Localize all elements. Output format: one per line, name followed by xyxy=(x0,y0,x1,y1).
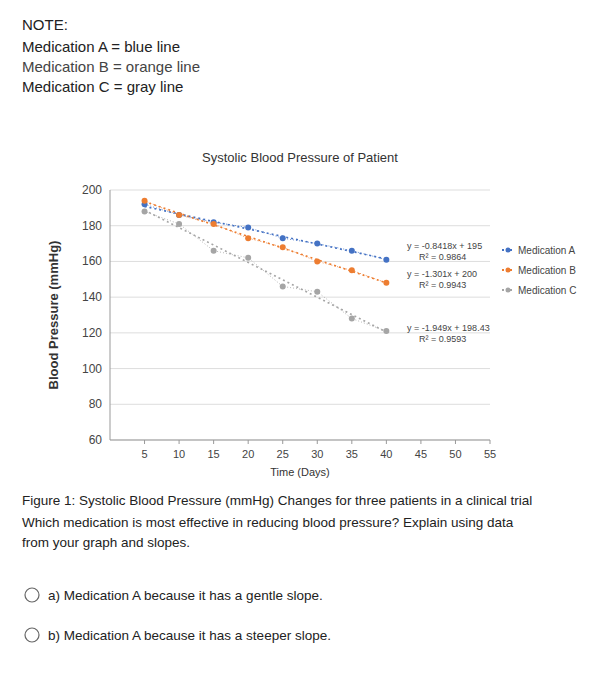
data-point xyxy=(176,212,182,218)
question-text: Which medication is most effective in re… xyxy=(22,515,514,530)
y-tick-label: 140 xyxy=(82,290,102,304)
x-tick xyxy=(351,440,352,444)
data-point xyxy=(383,257,389,263)
series-line xyxy=(145,211,387,331)
y-tick-label: 100 xyxy=(82,362,102,376)
data-point xyxy=(142,208,148,214)
data-point xyxy=(245,225,251,231)
chart-title: Systolic Blood Pressure of Patient xyxy=(202,150,398,165)
data-point xyxy=(314,241,320,247)
x-axis-label: Time (Days) xyxy=(270,466,329,478)
x-tick xyxy=(248,440,249,444)
trendline-r2: R² = 0.9943 xyxy=(419,280,466,290)
x-tick-label: 45 xyxy=(415,448,427,460)
x-tick xyxy=(490,440,491,444)
note-line: Medication C = gray line xyxy=(22,78,183,95)
x-tick xyxy=(386,440,387,444)
data-point xyxy=(176,221,182,227)
data-point xyxy=(349,248,355,254)
y-tick-label: 160 xyxy=(82,254,102,268)
y-tick-label: 120 xyxy=(82,326,102,340)
data-point xyxy=(245,255,251,261)
x-tick xyxy=(317,440,318,444)
page: NOTE: Medication A = blue line Medication … xyxy=(0,0,592,700)
note-line: Medication A = blue line xyxy=(22,38,180,55)
legend-label: Medication B xyxy=(518,265,576,276)
x-tick-label: 5 xyxy=(141,448,147,460)
y-tick-label: 60 xyxy=(89,433,103,447)
data-point xyxy=(142,198,148,204)
grid-line xyxy=(110,404,490,405)
trendline-equation: y = -0.8418x + 195 xyxy=(407,241,482,251)
x-tick-label: 20 xyxy=(242,448,254,460)
y-tick-label: 200 xyxy=(82,183,102,197)
x-tick xyxy=(282,440,283,444)
legend-label: Medication A xyxy=(518,245,576,256)
x-tick xyxy=(179,440,180,444)
grid-line xyxy=(110,297,490,298)
trendline-r2: R² = 0.9864 xyxy=(419,252,466,262)
x-tick-label: 25 xyxy=(277,448,289,460)
x-tick-label: 50 xyxy=(449,448,461,460)
note-line: Medication B = orange line xyxy=(22,58,200,75)
legend-marker xyxy=(506,268,511,273)
x-tick xyxy=(213,440,214,444)
note-heading: NOTE: xyxy=(22,16,68,33)
data-point xyxy=(280,283,286,289)
data-point xyxy=(314,289,320,295)
data-point xyxy=(176,212,182,218)
data-point xyxy=(349,267,355,273)
y-tick-label: 180 xyxy=(82,219,102,233)
trendline xyxy=(145,206,387,259)
trendline xyxy=(145,210,387,332)
data-point xyxy=(211,221,217,227)
legend-marker xyxy=(506,288,511,293)
radio-button[interactable] xyxy=(25,628,39,642)
x-tick xyxy=(144,440,145,444)
x-tick-label: 15 xyxy=(208,448,220,460)
data-point xyxy=(314,258,320,264)
x-tick-label: 35 xyxy=(346,448,358,460)
x-tick-label: 10 xyxy=(173,448,185,460)
legend-marker xyxy=(506,248,511,253)
series-line xyxy=(145,204,387,259)
y-tick-label: 80 xyxy=(89,397,103,411)
grid-line xyxy=(110,368,490,369)
data-point xyxy=(245,235,251,241)
data-point xyxy=(383,328,389,334)
x-tick-label: 30 xyxy=(311,448,323,460)
x-tick-label: 55 xyxy=(484,448,496,460)
data-point xyxy=(280,244,286,250)
data-point xyxy=(383,280,389,286)
series-line xyxy=(145,201,387,283)
answer-option[interactable]: b) Medication A because it has a steeper… xyxy=(48,628,331,643)
x-tick xyxy=(420,440,421,444)
question-text: from your graph and slopes. xyxy=(22,535,190,550)
data-point xyxy=(349,316,355,322)
x-tick-label: 40 xyxy=(380,448,392,460)
trendline-r2: R² = 0.9593 xyxy=(419,334,466,344)
data-point xyxy=(211,248,217,254)
x-tick xyxy=(455,440,456,444)
trendline-equation: y = -1.301x + 200 xyxy=(407,269,477,279)
y-axis-label: Blood Pressure (mmHg) xyxy=(46,241,61,390)
figure-caption: Figure 1: Systolic Blood Pressure (mmHg)… xyxy=(22,493,532,508)
answer-option[interactable]: a) Medication A because it has a gentle … xyxy=(48,588,323,603)
data-point xyxy=(280,235,286,241)
grid-line xyxy=(110,225,490,226)
trendline-equation: y = -1.949x + 198.43 xyxy=(407,323,490,333)
x-axis xyxy=(110,440,490,441)
radio-button[interactable] xyxy=(25,588,39,602)
legend-label: Medication C xyxy=(518,285,576,296)
y-axis xyxy=(110,190,111,440)
plot-area xyxy=(142,198,390,334)
grid-line xyxy=(110,190,490,191)
grid-line xyxy=(110,440,490,441)
